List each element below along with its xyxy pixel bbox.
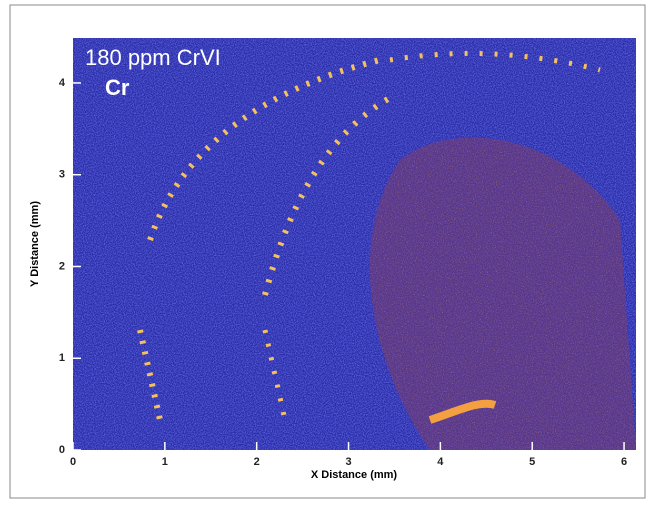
x-tick-label: 4 [437,456,444,468]
x-axis-label: X Distance (mm) [311,469,398,481]
map-image [73,38,636,450]
y-tick-label: 2 [59,260,65,272]
y-tick-label: 0 [59,444,65,456]
x-tick-label: 1 [162,456,168,468]
y-axis-label: Y Distance (mm) [29,201,41,287]
x-tick-label: 5 [529,456,535,468]
x-tick-label: 2 [254,456,260,468]
y-tick-label: 1 [59,352,65,364]
y-tick-label: 3 [59,169,65,181]
annotation: 180 ppm CrVI [85,45,221,70]
x-tick-label: 0 [70,456,76,468]
annotation: Cr [105,75,130,100]
x-tick-label: 6 [621,456,627,468]
x-tick-label: 3 [345,456,351,468]
y-tick-label: 4 [59,77,66,89]
